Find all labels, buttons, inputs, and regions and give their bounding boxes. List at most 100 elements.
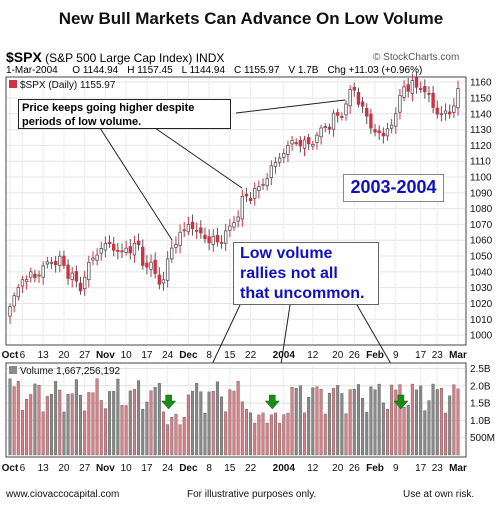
price-tick-label: 1150 xyxy=(470,93,492,104)
volume-bar xyxy=(41,411,45,456)
volume-bar xyxy=(327,392,331,456)
volume-bar xyxy=(282,414,286,456)
x-axis-volume: Oct 6 13 20 27 Nov 10 17 24 Dec 8 15 22 2004 12 20 26 Feb… xyxy=(2,463,467,474)
volume-bar xyxy=(298,385,302,456)
candle xyxy=(157,267,162,290)
candle xyxy=(331,109,336,137)
volume-bar xyxy=(25,398,29,456)
x-tick-label: 13 xyxy=(38,350,50,361)
volume-bar xyxy=(290,387,294,456)
candle xyxy=(340,112,344,121)
candle xyxy=(199,220,203,239)
x-tick-label: 10 xyxy=(121,350,133,361)
price-tick-label: 1090 xyxy=(470,188,493,199)
candle xyxy=(16,284,20,301)
volume-bar xyxy=(444,412,448,456)
candle xyxy=(219,235,224,249)
volume-bar xyxy=(427,400,431,456)
x-tick-label: 2004 xyxy=(273,350,296,361)
x-tick-label: 8 xyxy=(206,350,212,361)
down-arrow-icon xyxy=(264,394,280,410)
volume-bar xyxy=(398,384,402,456)
volume-bar xyxy=(58,389,62,456)
volume-bar xyxy=(33,383,37,456)
volume-series xyxy=(8,378,460,456)
candle xyxy=(211,229,215,252)
volume-bar xyxy=(79,395,83,456)
volume-bar xyxy=(178,424,182,456)
volume-bar xyxy=(99,400,103,456)
volume-bar xyxy=(120,404,124,456)
volume-bar xyxy=(37,385,41,456)
volume-bar xyxy=(91,392,95,456)
candle xyxy=(423,79,427,99)
candle xyxy=(62,250,66,269)
candle xyxy=(302,135,307,157)
candle xyxy=(24,275,29,290)
volume-bar xyxy=(199,391,203,456)
volume-bar xyxy=(16,381,20,456)
x-tick-label: 17 xyxy=(141,350,153,361)
volume-bar xyxy=(244,408,248,456)
low-value: L 1144.94 xyxy=(181,65,226,76)
volume-tick-label: 500M xyxy=(470,433,495,444)
volume-bar xyxy=(83,410,87,456)
candle xyxy=(369,108,373,134)
candle xyxy=(58,250,62,273)
x-tick-label: Feb xyxy=(366,350,384,361)
legend-swatch-volume xyxy=(9,366,17,374)
x-tick-label: 6 xyxy=(20,350,26,361)
volume-bar xyxy=(273,412,277,456)
candle xyxy=(87,255,91,288)
candle xyxy=(365,103,369,124)
volume-note-line: that uncommon. xyxy=(240,285,365,302)
x-tick-label: 13 xyxy=(38,463,50,474)
x-tick-label: 20 xyxy=(58,350,70,361)
volume-bar xyxy=(132,389,136,456)
volume-bar xyxy=(369,386,373,456)
candle xyxy=(410,73,415,102)
volume-bar xyxy=(145,401,149,456)
pointer-line xyxy=(235,99,346,114)
volume-note-callout: Low volume rallies not all that uncommon… xyxy=(233,242,379,305)
x-tick-label: Oct xyxy=(2,350,19,361)
symbol-description: (S&P 500 Large Cap Index) INDX xyxy=(45,51,225,65)
close-value: C 1155.97 xyxy=(234,65,280,76)
candle xyxy=(398,88,402,120)
x-tick-label: 23 xyxy=(432,463,444,474)
candle xyxy=(356,87,361,108)
candle xyxy=(174,236,178,254)
candle xyxy=(273,156,278,174)
candle xyxy=(452,98,456,118)
volume-bar xyxy=(203,413,207,456)
x-tick-label: 2004 xyxy=(273,463,296,474)
volume-bar xyxy=(62,411,66,456)
candle xyxy=(153,252,157,279)
volume-bar xyxy=(278,422,282,456)
volume-bar xyxy=(448,395,452,456)
price-tick-label: 1070 xyxy=(470,220,493,231)
volume-bar xyxy=(45,396,49,456)
x-tick-label: 17 xyxy=(415,350,427,361)
volume-bar xyxy=(249,412,253,456)
volume-bar xyxy=(348,389,352,456)
candle xyxy=(128,239,132,260)
volume-bar xyxy=(307,397,311,456)
volume-bar xyxy=(286,412,290,456)
volume-tick-label: 1.0B xyxy=(470,416,491,427)
volume-bar xyxy=(319,388,323,456)
price-legend-label: $SPX (Daily) 1155.97 xyxy=(20,80,116,91)
volume-bar xyxy=(12,386,16,456)
x-tick-label: 17 xyxy=(415,463,427,474)
x-tick-label: Mar xyxy=(449,463,467,474)
candle xyxy=(107,235,112,248)
volume-bar xyxy=(344,413,348,456)
candle xyxy=(265,173,269,191)
price-tick-label: 1130 xyxy=(470,125,492,136)
candle xyxy=(136,233,141,251)
candle xyxy=(228,219,232,238)
candle xyxy=(190,214,195,236)
candle xyxy=(439,106,444,122)
volume-bar xyxy=(377,383,381,456)
price-tick-label: 1040 xyxy=(470,267,493,278)
